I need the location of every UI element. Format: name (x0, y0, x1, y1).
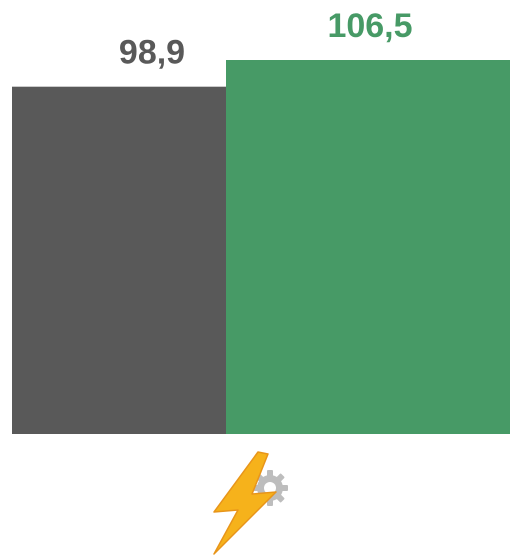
icon (213, 451, 288, 555)
value-label: 106,5 (327, 7, 412, 45)
gear-hole (264, 482, 276, 494)
bar (12, 86, 226, 434)
bar (226, 60, 510, 434)
lightning-bolt (213, 451, 277, 555)
value-label: 98,9 (119, 34, 185, 72)
bars: 98,9 106,5 (12, 7, 510, 434)
